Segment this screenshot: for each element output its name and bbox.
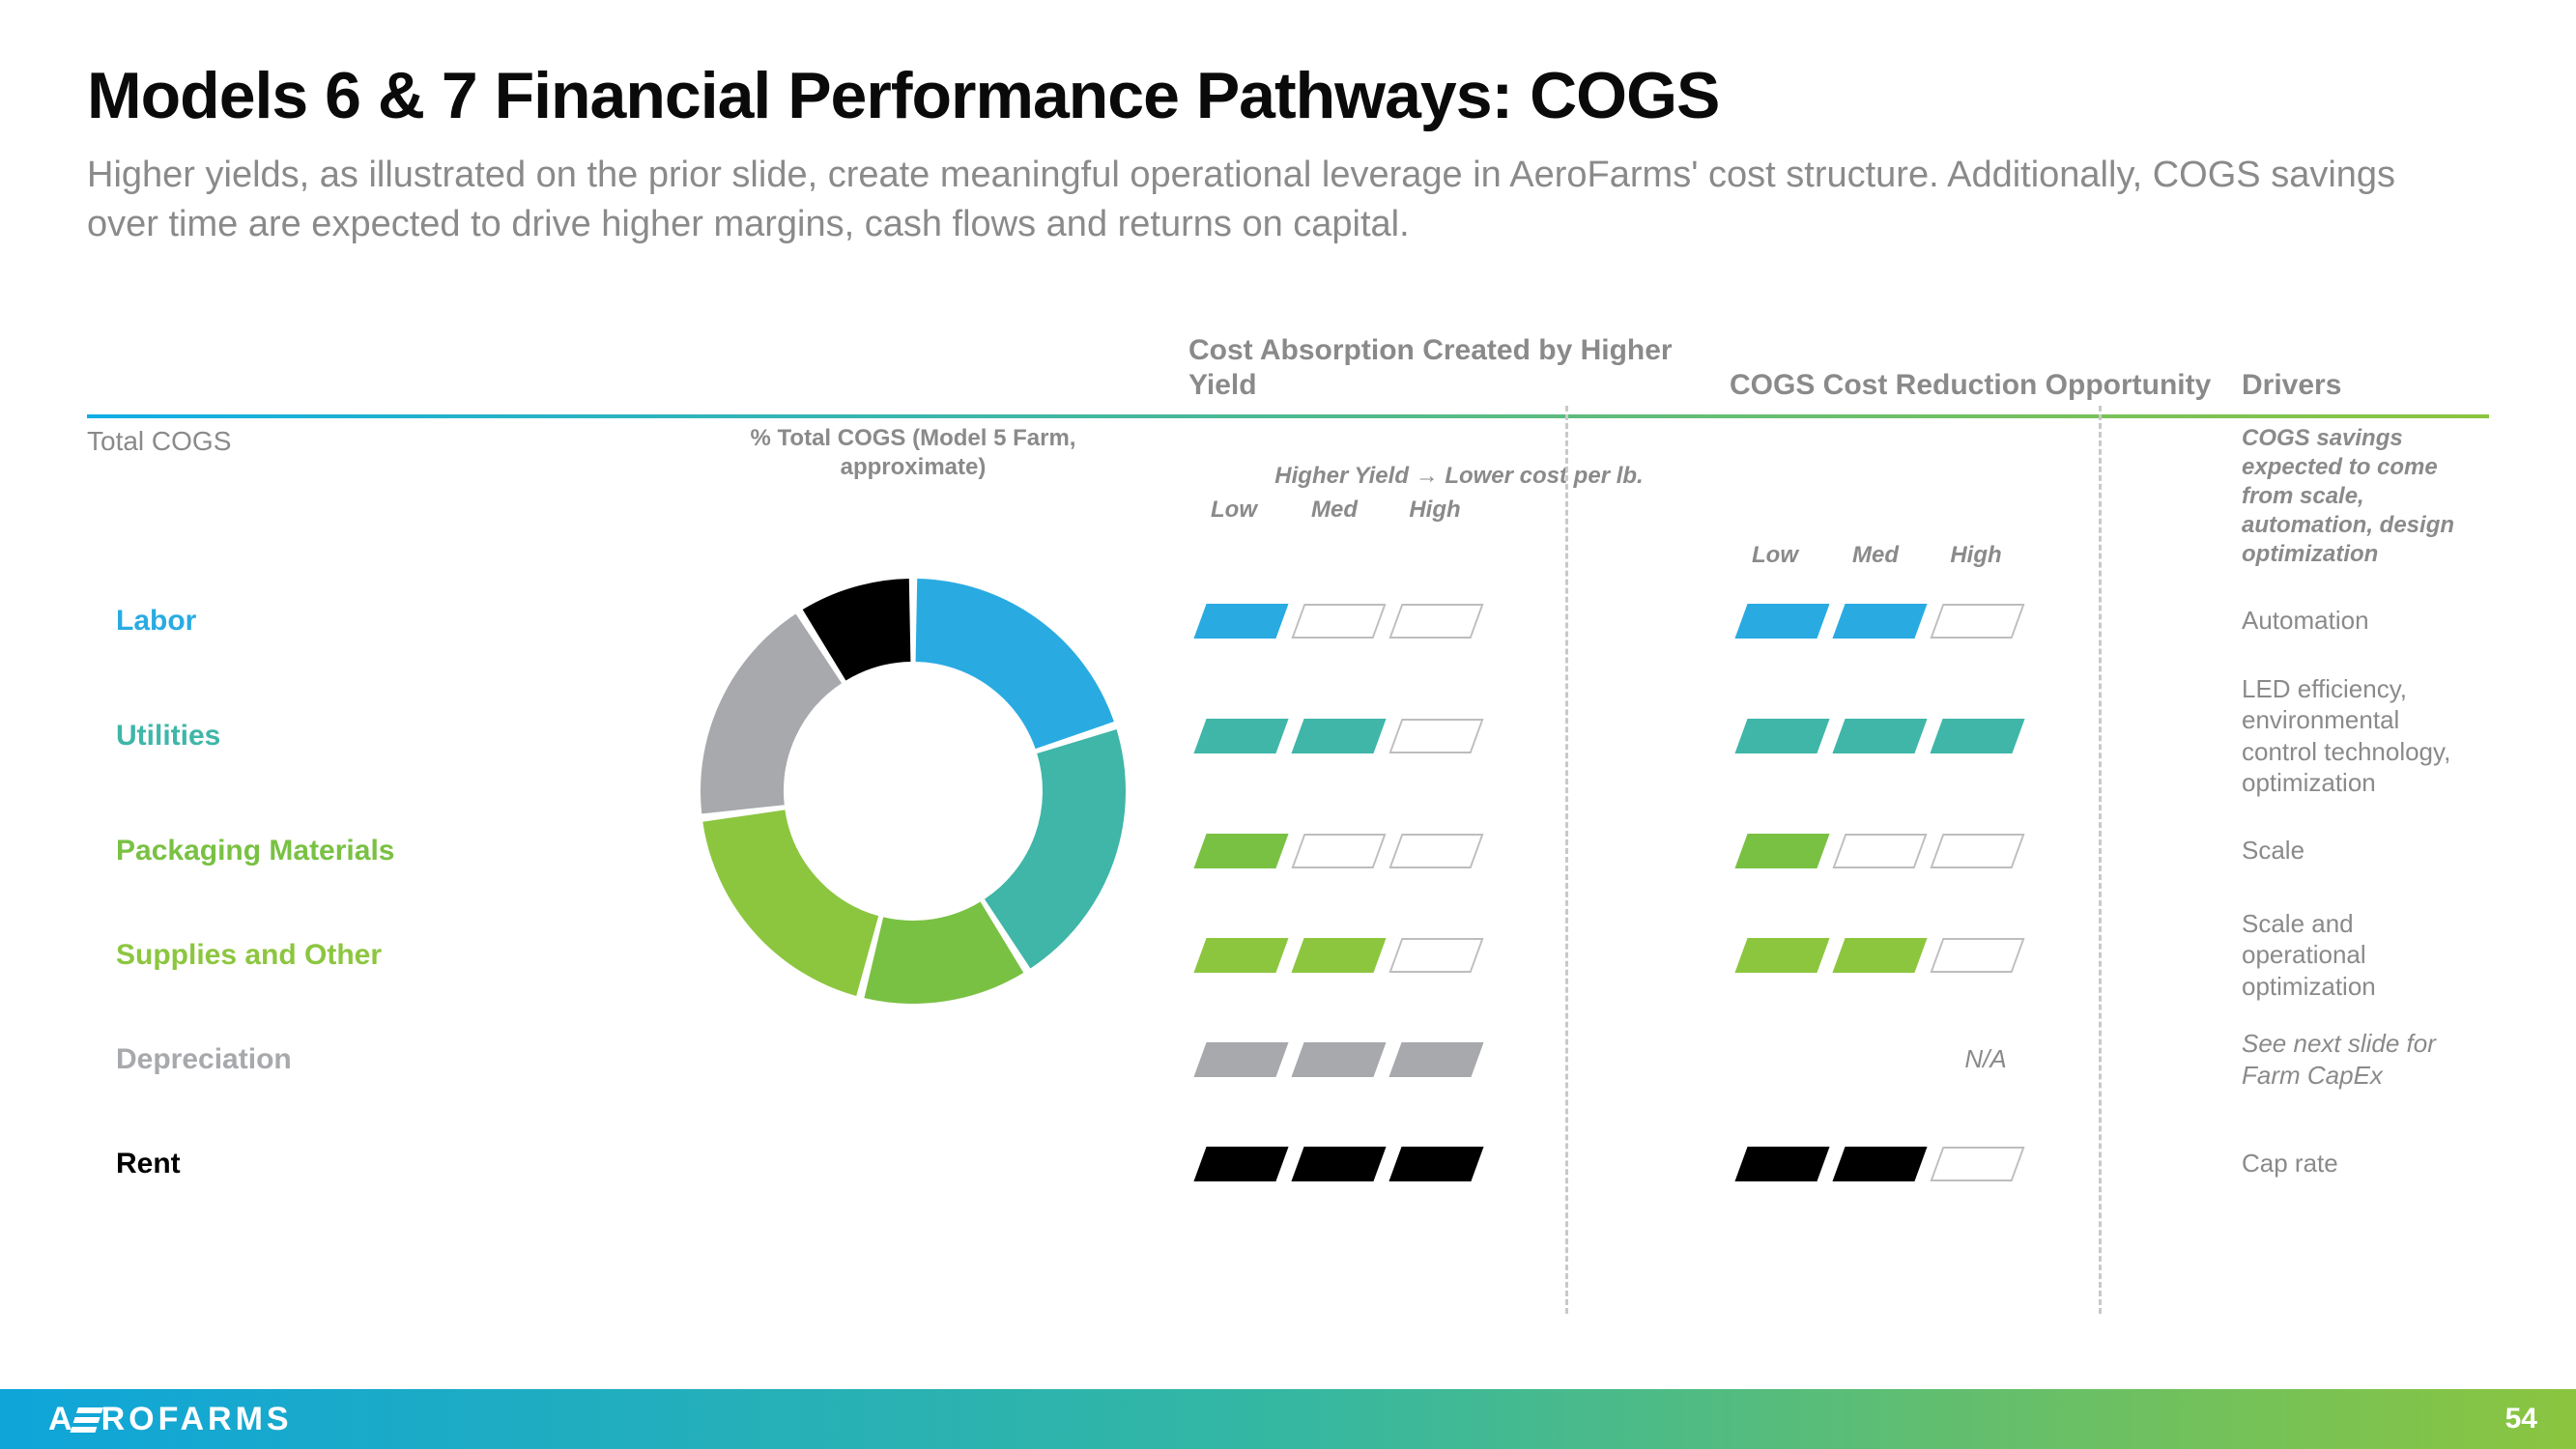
reduction-supplies <box>1730 903 2242 1008</box>
driver-utilities: LED efficiency, environmental control te… <box>2242 673 2489 799</box>
absorption-rent <box>1188 1112 1730 1216</box>
donut-chart <box>638 569 1188 1216</box>
col-head-drivers: Drivers <box>2242 298 2489 414</box>
driver-supplies: Scale and operational optimization <box>2242 903 2489 1008</box>
brand-rest: ROFARMS <box>101 1401 293 1438</box>
page-number: 54 <box>2505 1403 2537 1435</box>
lmh-high: High <box>1942 542 2010 569</box>
lmh-high: High <box>1401 497 1469 524</box>
main-grid: Cost Absorption Created by Higher Yield … <box>87 298 2489 1216</box>
lmh-med: Med <box>1301 497 1368 524</box>
row-label-deprec: Depreciation <box>87 1008 638 1112</box>
lmh-labels-reduction: Low Med High <box>1730 542 2242 569</box>
lmh-med: Med <box>1842 542 1909 569</box>
page-title: Models 6 & 7 Financial Performance Pathw… <box>87 58 2489 133</box>
lmh-labels-absorption: Low Med High <box>1188 497 1730 524</box>
absorption-deprec <box>1188 1008 1730 1112</box>
reduction-labor <box>1730 569 2242 673</box>
separator-dashed-1 <box>1565 406 1568 1314</box>
brand-bars-icon <box>70 1407 102 1433</box>
driver-packaging: Scale <box>2242 799 2489 903</box>
driver-labor: Automation <box>2242 569 2489 673</box>
absorption-packaging <box>1188 799 1730 903</box>
row-label-supplies: Supplies and Other <box>87 903 638 1008</box>
row-label-labor: Labor <box>87 569 638 673</box>
subhead-reduction: Low Med High <box>1730 418 2242 569</box>
brand-letter-a: A <box>48 1401 72 1438</box>
page-subtitle: Higher yields, as illustrated on the pri… <box>87 151 2464 250</box>
driver-rent: Cap rate <box>2242 1112 2489 1216</box>
row-label-utilities: Utilities <box>87 673 638 799</box>
col-head-total-cogs <box>87 298 638 414</box>
subhead-absorption: Higher Yield → Lower cost per lb. Low Me… <box>1188 418 1730 569</box>
col-head-reduction: COGS Cost Reduction Opportunity <box>1730 298 2242 414</box>
row-label-rent: Rent <box>87 1112 638 1216</box>
row-label-packaging: Packaging Materials <box>87 799 638 903</box>
absorption-supplies <box>1188 903 1730 1008</box>
reduction-utilities <box>1730 673 2242 799</box>
brand-logo: A ROFARMS <box>48 1401 293 1438</box>
lmh-low: Low <box>1741 542 1809 569</box>
subhead-total-cogs: Total COGS <box>87 418 638 569</box>
col-head-pct <box>638 298 1188 414</box>
reduction-rent <box>1730 1112 2242 1216</box>
reduction-deprec-na: N/A <box>1730 1008 2242 1112</box>
absorption-labor <box>1188 569 1730 673</box>
footer-bar: A ROFARMS 54 <box>0 1389 2576 1449</box>
separator-dashed-2 <box>2099 406 2102 1314</box>
subhead-pct-note: % Total COGS (Model 5 Farm, approximate) <box>638 418 1188 569</box>
absorption-sub-note: Higher Yield → Lower cost per lb. <box>1188 463 1730 491</box>
subhead-drivers-note: COGS savings expected to come from scale… <box>2242 418 2489 569</box>
driver-deprec: See next slide for Farm CapEx <box>2242 1008 2489 1112</box>
reduction-packaging <box>1730 799 2242 903</box>
absorption-utilities <box>1188 673 1730 799</box>
col-head-absorption: Cost Absorption Created by Higher Yield <box>1188 298 1730 414</box>
lmh-low: Low <box>1200 497 1268 524</box>
